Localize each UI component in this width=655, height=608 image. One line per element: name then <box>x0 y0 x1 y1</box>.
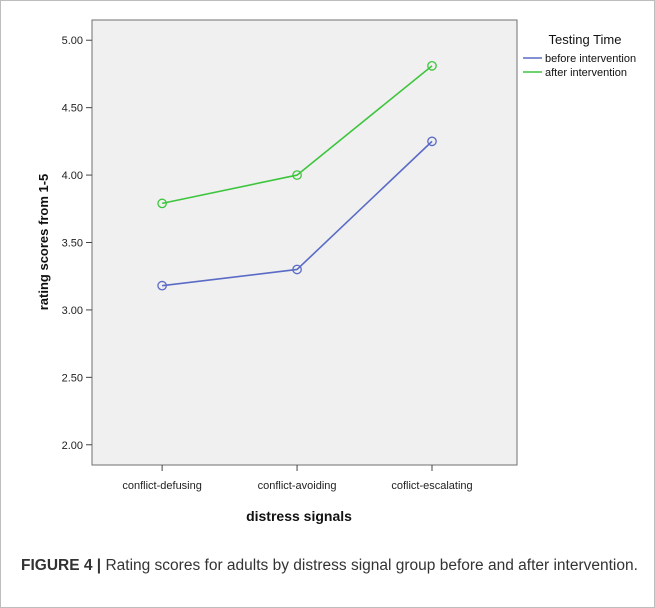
legend-title: Testing Time <box>549 32 622 47</box>
data-point <box>157 198 167 209</box>
y-tick-label: 3.50 <box>62 238 83 250</box>
y-axis: 2.00 2.50 3.00 3.50 4.00 4.50 5.00 <box>62 35 92 452</box>
series-line-2 <box>161 65 433 205</box>
y-tick-label: 5.00 <box>62 35 83 47</box>
data-point <box>292 170 302 180</box>
x-tick-label: coflict-escalating <box>391 480 472 492</box>
data-point <box>292 264 302 275</box>
y-tick-label: 2.00 <box>62 440 83 452</box>
legend-entry: after intervention <box>545 67 627 79</box>
data-point <box>427 60 437 71</box>
plot-area <box>91 19 518 466</box>
x-tick-label: conflict-avoiding <box>258 480 337 492</box>
x-axis: conflict-defusing conflict-avoiding coflic… <box>122 465 473 492</box>
x-tick-label: conflict-defusing <box>122 480 202 492</box>
y-tick-label: 2.50 <box>62 372 83 384</box>
series-line-1 <box>162 140 433 287</box>
caption-label: FIGURE 4 | <box>21 557 102 574</box>
caption-text: Rating scores for adults by distress sig… <box>101 557 638 574</box>
data-point <box>427 136 437 147</box>
y-tick-label: 4.00 <box>62 170 83 182</box>
legend: Testing Time before intervention after in… <box>523 32 636 79</box>
data-point <box>157 280 167 291</box>
y-axis-label: rating scores from 1-5 <box>36 174 51 311</box>
legend-entry: before intervention <box>545 53 636 65</box>
y-tick-label: 3.00 <box>62 305 83 317</box>
y-tick-label: 4.50 <box>62 103 83 115</box>
x-axis-label: distress signals <box>246 508 352 524</box>
figure-caption: FIGURE 4 | Rating scores for adults by d… <box>21 555 641 577</box>
series-layer <box>157 60 437 291</box>
